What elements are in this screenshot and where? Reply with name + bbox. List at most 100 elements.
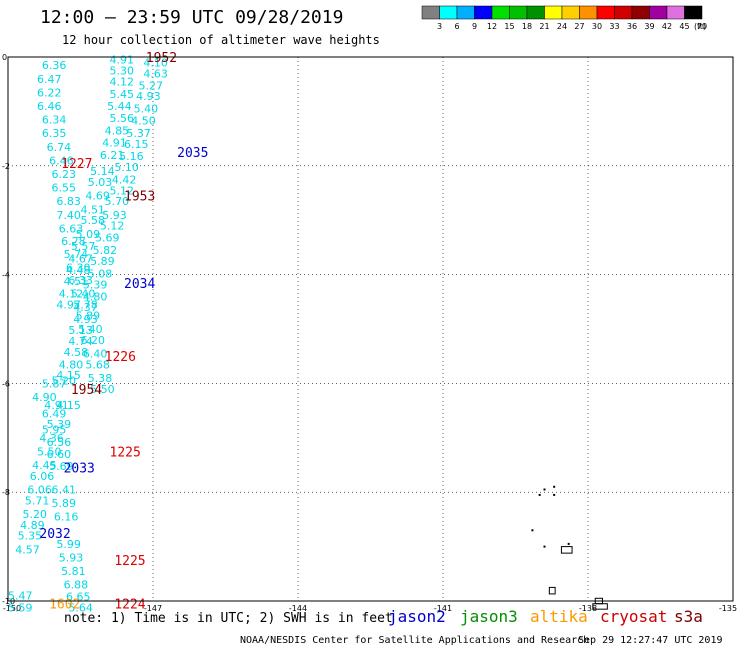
legend-bin-label: 3: [437, 22, 442, 31]
legend-swatch: [631, 5, 650, 20]
swh-value-label: 6.28: [61, 235, 86, 248]
swh-value-label: 5.20: [23, 508, 48, 521]
swh-value-label: 5.87: [42, 377, 66, 390]
swh-value-label: 5.37: [126, 127, 150, 140]
swh-value-label: 4.51: [64, 275, 88, 288]
swh-value-label: 5.95: [42, 424, 66, 437]
legend-bin-label: 45: [679, 22, 689, 31]
swh-value-label: 4.42: [112, 173, 136, 186]
swh-value-label: 5.70: [105, 195, 129, 208]
legend-bin-label: 27: [574, 22, 584, 31]
swh-value-label: 5.50: [90, 383, 115, 396]
swh-value-label: 5.58: [81, 214, 106, 227]
swh-value-label: 4.67: [68, 252, 93, 265]
plot-frame: [7, 56, 734, 602]
footer-note: note: 1) Time is in UTC; 2) SWH is in fe…: [64, 611, 393, 626]
x-tick-label: -141: [434, 604, 452, 613]
credit-line: NOAA/NESDIS Center for Satellite Applica…: [240, 635, 590, 646]
swh-value-label: 6.74: [47, 141, 72, 154]
y-tick-label: -8: [2, 488, 10, 497]
legend-bin-label: 12: [487, 22, 497, 31]
swh-value-label: 5.12: [100, 220, 125, 233]
island-marker: [553, 493, 556, 496]
legend-swatch: [579, 5, 598, 20]
time-label: 2035: [177, 146, 208, 161]
swh-value-label: 5.12: [110, 184, 135, 197]
legend-swatch: [421, 5, 440, 20]
swh-value-label: 5.45: [110, 88, 135, 101]
swh-value-label: 4.48: [66, 264, 91, 277]
legend-bin-label: 70: [697, 22, 707, 31]
swh-value-label: 5.56: [110, 112, 135, 125]
swh-value-label: 6.83: [56, 195, 80, 208]
swh-value-label: 5.10: [114, 161, 139, 174]
island-marker: [543, 545, 546, 548]
x-tick-label: -150: [3, 604, 21, 613]
swh-value-label: 5.89: [52, 497, 77, 510]
y-tick-label: -6: [2, 379, 10, 388]
legend-swatch: [509, 5, 528, 20]
time-label: 2033: [64, 462, 95, 477]
swh-value-label: 6.23: [52, 168, 77, 181]
legend-swatch: [456, 5, 475, 20]
swh-value-label: 5.59: [8, 602, 33, 615]
swh-value-label: 4.80: [59, 358, 84, 371]
swh-value-label: 4.45: [32, 459, 57, 472]
swh-value-label: 5.39: [47, 418, 72, 431]
legend-swatch: [596, 5, 615, 20]
swh-value-label: 5.93: [59, 551, 84, 564]
swh-points: 4.915.304.125.455.445.564.854.916.215.14…: [8, 54, 168, 615]
satellite-label-jason3: jason3: [460, 607, 518, 626]
swh-value-label: 5.13: [68, 324, 93, 337]
swh-value-label: 6.49: [42, 407, 66, 420]
legend-bin-label: 6: [454, 22, 459, 31]
x-tick-label: -138: [579, 604, 597, 613]
swh-value-label: 5.30: [110, 65, 135, 78]
swh-value-label: 5.89: [76, 309, 101, 322]
swh-value-label: 4.90: [32, 391, 57, 404]
legend-swatch: [614, 5, 633, 20]
swh-value-label: 6.06: [27, 483, 52, 496]
swh-value-label: 6.20: [81, 334, 106, 347]
swh-value-label: 7.40: [56, 209, 80, 222]
satellite-label-cryosat: cryosat: [600, 607, 668, 626]
swh-value-label: 5.74: [64, 248, 88, 261]
swh-value-label: 6.46: [49, 154, 73, 167]
swh-value-label: 5.81: [61, 565, 86, 578]
color-legend: 3 6 9 12 15 18 21 24 27 30 33 36 39 42 45 70(ft): [421, 5, 707, 31]
swh-value-label: 4.93: [136, 90, 161, 103]
swh-value-label: 4.10: [143, 56, 168, 69]
time-label: 2032: [39, 527, 70, 542]
island-marker: [553, 485, 556, 488]
swh-value-label: 4.97: [56, 299, 80, 312]
swh-value-label: 4.58: [64, 346, 88, 359]
legend-swatch: [649, 5, 668, 20]
island-marker: [538, 493, 541, 496]
legend-bin-label: 39: [644, 22, 654, 31]
swh-value-label: 4.12: [59, 288, 84, 301]
land-features: [531, 485, 608, 610]
swh-value-label: 5.14: [90, 165, 115, 178]
swh-value-label: 6.63: [59, 222, 84, 235]
swh-value-label: 6.65: [66, 591, 91, 604]
y-tick-label: -4: [2, 271, 10, 280]
chart-subtitle: 12 hour collection of altimeter wave hei…: [62, 33, 380, 47]
swh-value-label: 6.60: [47, 448, 72, 461]
swh-value-label: 6.55: [52, 182, 77, 195]
swh-value-label: 5.82: [93, 244, 118, 257]
swh-value-label: 5.69: [49, 460, 73, 473]
swh-value-label: 6.33: [68, 274, 93, 287]
time-label: 1953: [124, 190, 155, 205]
swh-value-label: 6.30: [66, 262, 91, 275]
legend-swatch: [544, 5, 563, 20]
x-tick-label: -135: [719, 604, 737, 613]
swh-value-label: 5.20: [52, 375, 77, 388]
swh-value-label: 4.89: [20, 519, 45, 532]
swh-value-label: 4.80: [83, 290, 108, 303]
swh-value-label: 5.68: [85, 358, 110, 371]
swh-value-label: 5.40: [78, 323, 103, 336]
swh-value-label: 4.51: [81, 203, 106, 216]
swh-value-label: 6.36: [42, 59, 66, 72]
time-label: 1227: [61, 157, 92, 172]
legend-bin-label: 9: [472, 22, 477, 31]
